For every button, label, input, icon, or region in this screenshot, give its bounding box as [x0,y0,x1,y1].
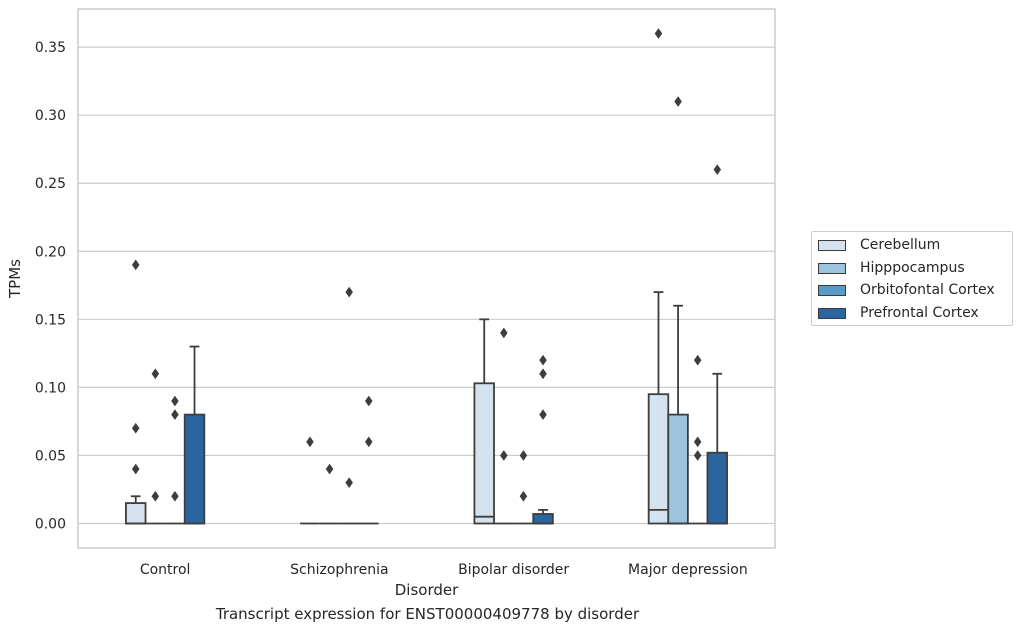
legend-swatch-cerebellum [818,239,846,251]
outlier-marker [151,368,160,380]
legend-swatch-hippocampus [818,262,846,274]
legend-item-cerebellum: Cerebellum [818,235,940,255]
outlier-marker [306,436,314,448]
outlier-marker [500,327,508,339]
y-tick-label: 0.00 [35,517,66,533]
box [473,382,495,525]
legend-label-prefrontal-cortex: Prefrontal Cortex [860,305,979,321]
outlier-marker [674,96,682,107]
box [183,413,206,525]
outlier-marker [171,490,179,502]
outlier-marker [654,28,663,39]
outlier-marker [539,354,547,366]
outlier-marker [131,422,140,434]
box [647,393,670,525]
x-tick-label: Schizophrenia [290,562,388,578]
x-tick-label: Bipolar disorder [458,562,569,578]
legend-label-orbitofrontal-cortex: Orbitofontal Cortex [860,282,995,298]
outlier-marker [693,450,702,461]
chart-legend: Cerebellum Hipppocampus Orbitofontal Cor… [811,231,1013,326]
box [706,451,728,525]
outlier-marker [151,490,160,502]
y-tick-label: 0.25 [35,176,66,192]
outlier-marker [364,436,373,448]
box [532,513,554,525]
outlier-marker [713,164,722,176]
outlier-marker [519,490,528,502]
y-tick-label: 0.15 [35,312,66,328]
outlier-marker [693,436,702,448]
outlier-marker [345,286,353,298]
x-tick-label: Control [140,562,191,578]
outlier-marker [519,450,528,461]
y-tick-label: 0.35 [35,40,66,56]
y-tick-label: 0.20 [35,244,66,260]
legend-swatch-orbitofrontal-cortex [818,284,846,296]
y-tick-label: 0.05 [35,448,66,464]
box [667,413,689,525]
legend-label-cerebellum: Cerebellum [860,237,941,253]
outlier-marker [500,450,508,461]
plot-frame [77,8,776,549]
legend-item-hippocampus: Hipppocampus [818,258,965,278]
outlier-marker [539,368,547,380]
outlier-marker [171,409,179,421]
legend-label-hippocampus: Hipppocampus [860,260,965,276]
legend-item-prefrontal-cortex: Prefrontal Cortex [818,303,979,323]
figure-caption: Transcript expression for ENST0000040977… [215,605,640,623]
y-tick-label: 0.10 [35,380,66,396]
outlier-marker [131,463,140,475]
x-axis-label: Disorder [395,581,459,599]
legend-swatch-prefrontal-cortex [818,307,846,319]
outlier-marker [131,259,140,271]
outlier-marker [539,409,547,421]
outlier-marker [693,354,702,366]
outlier-marker [345,477,353,489]
outlier-marker [325,463,334,475]
outlier-marker [171,395,179,407]
y-tick-label: 0.30 [35,108,66,124]
y-axis-label: TPMs [6,259,24,299]
outlier-marker [364,395,373,407]
box [125,502,147,525]
x-tick-label: Major depression [628,562,748,578]
legend-item-orbitofrontal-cortex: Orbitofontal Cortex [818,280,995,300]
